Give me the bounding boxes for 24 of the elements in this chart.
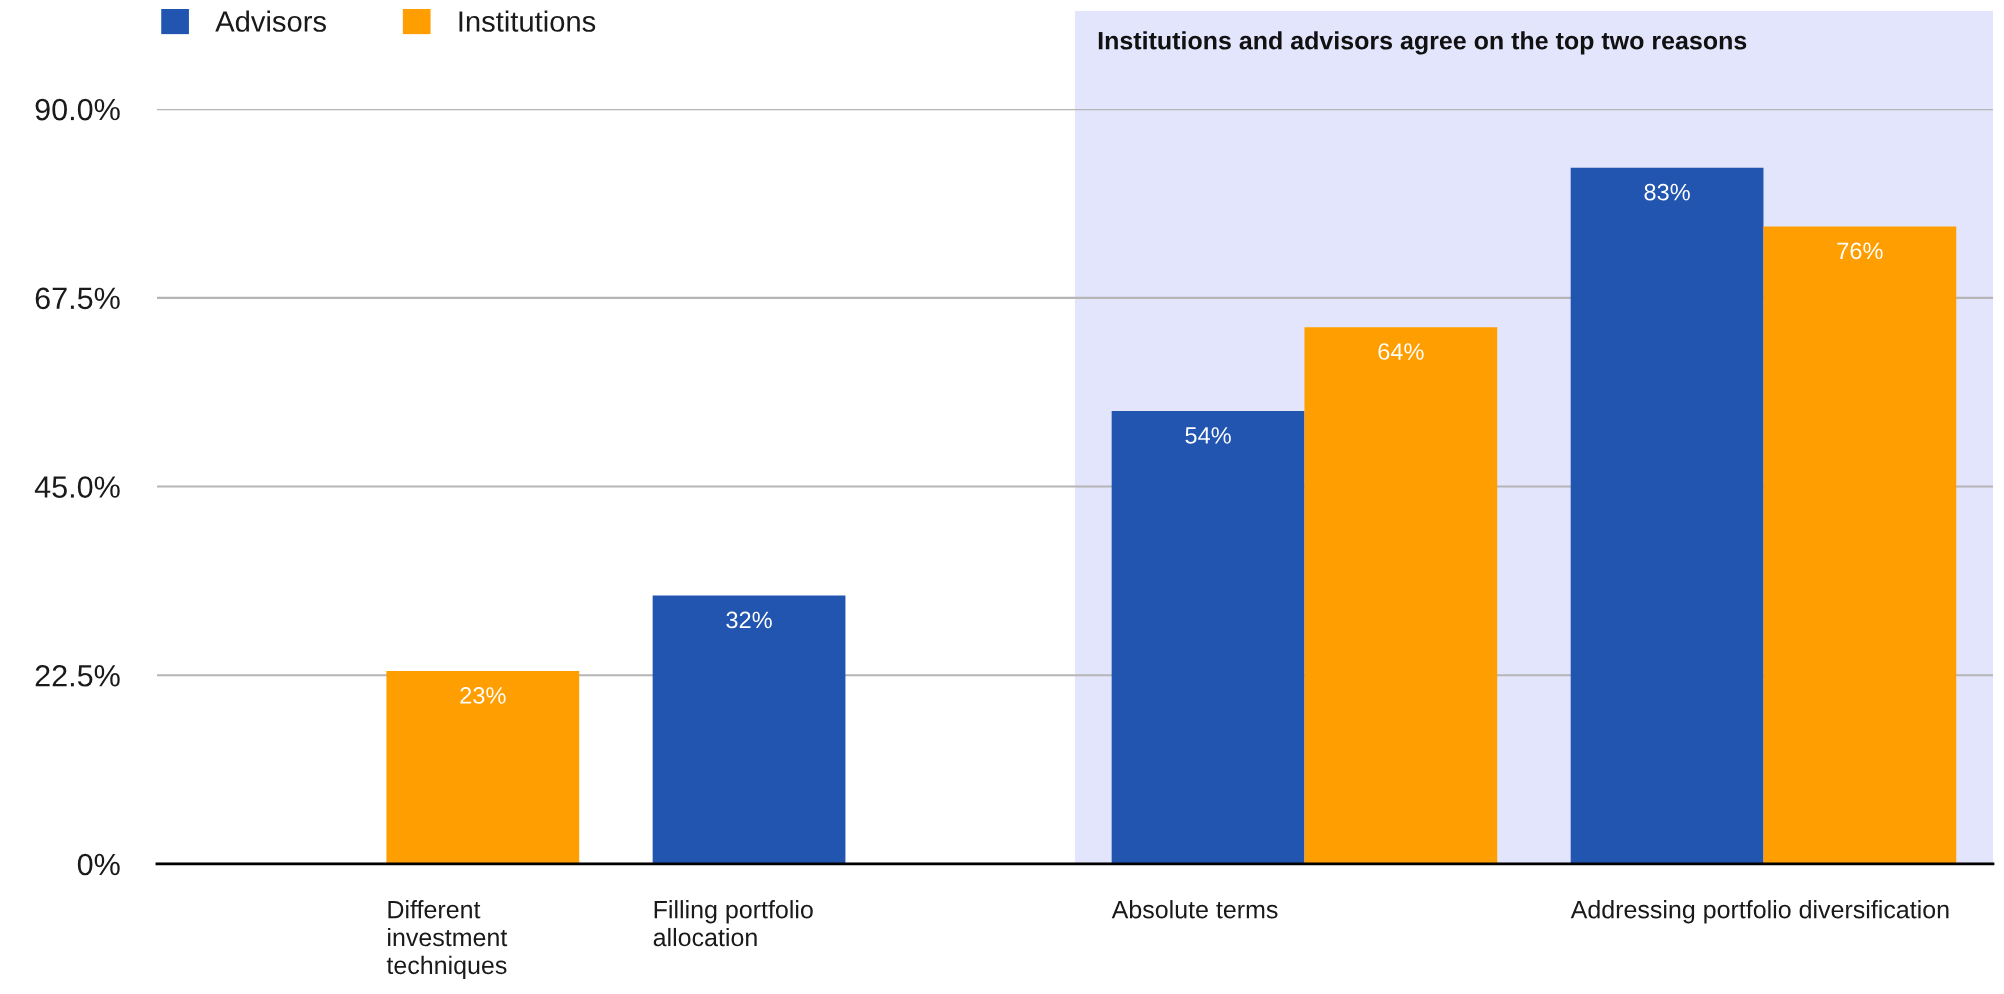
y-tick-label: 22.5%	[35, 664, 120, 687]
data-label: 54%	[1185, 427, 1231, 444]
data-label: 32%	[726, 611, 772, 629]
bar	[652, 595, 846, 864]
bar	[1304, 327, 1498, 864]
x-tick-label: Absolute terms	[1111, 900, 1278, 919]
bar	[1763, 226, 1957, 864]
y-tick-label: 45.0%	[34, 476, 120, 498]
legend-label: Advisors	[215, 10, 326, 32]
bar	[1570, 167, 1764, 864]
data-label: 23%	[460, 687, 506, 704]
bar	[1111, 411, 1305, 864]
legend-label: Institutions	[459, 10, 596, 32]
x-tick-label: Filling portfolio allocation	[653, 900, 813, 947]
y-tick-label: 0%	[77, 853, 120, 876]
x-tick-label: Different investment techniques	[386, 900, 508, 980]
y-tick-label: 67.5%	[35, 287, 120, 310]
data-label: 76%	[1837, 242, 1883, 260]
y-tick-label: 90.0%	[35, 98, 120, 121]
data-label: 64%	[1378, 343, 1424, 360]
bar	[386, 671, 580, 864]
data-label: 83%	[1644, 183, 1690, 201]
band-label: Institutions and advisors agree on the top two reasons	[1098, 31, 1747, 55]
x-tick-label: Addressing portfolio diversification	[1570, 900, 1949, 924]
